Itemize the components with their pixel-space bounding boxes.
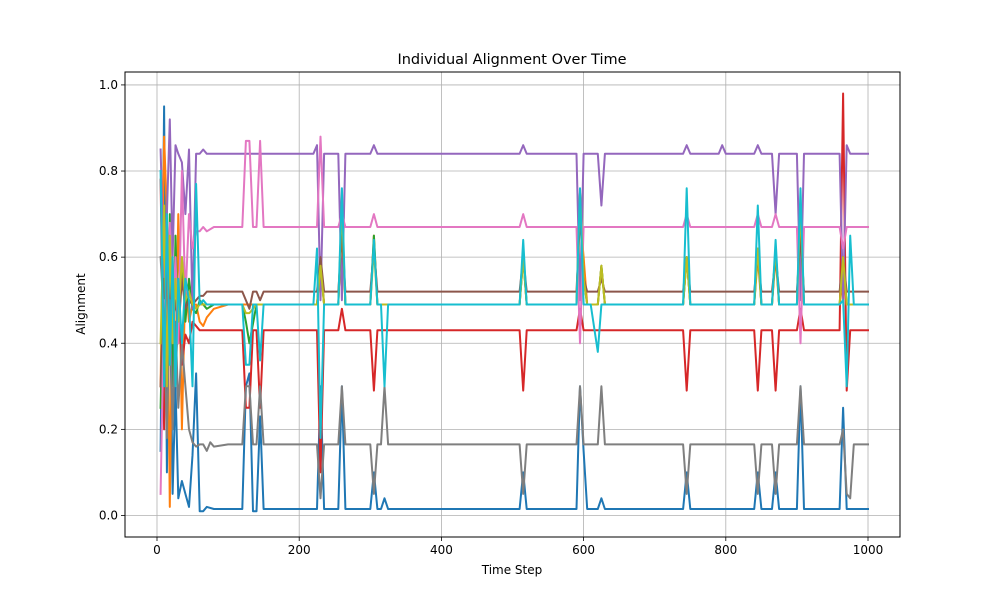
series-line-5 (159, 118, 869, 310)
x-tick-label: 800 (714, 543, 737, 557)
x-tick-label: 600 (572, 543, 595, 557)
y-axis-title: Alignment (74, 273, 88, 335)
series-line-10 (159, 169, 869, 439)
y-axis: 0.0 0.2 0.4 0.6 0.8 1.0 (99, 78, 125, 522)
y-tick-label: 0.4 (99, 336, 118, 350)
chart-title: Individual Alignment Over Time (397, 52, 626, 68)
series-line-1 (159, 105, 869, 513)
x-tick-label: 400 (430, 543, 453, 557)
y-tick-label: 0.6 (99, 250, 118, 264)
y-tick-label: 0.8 (99, 164, 118, 178)
x-axis: 0 200 400 600 800 1000 (153, 537, 883, 557)
x-tick-label: 0 (153, 543, 161, 557)
series-line-4 (159, 92, 869, 474)
x-tick-label: 200 (288, 543, 311, 557)
series-line-8 (159, 256, 869, 500)
y-tick-label: 1.0 (99, 78, 118, 92)
plot-frame (124, 71, 901, 538)
series-layer (159, 92, 869, 513)
y-tick-label: 0.0 (99, 508, 118, 522)
y-tick-label: 0.2 (99, 422, 118, 436)
x-tick-label: 1000 (853, 543, 884, 557)
x-axis-title: Time Step (481, 563, 543, 577)
